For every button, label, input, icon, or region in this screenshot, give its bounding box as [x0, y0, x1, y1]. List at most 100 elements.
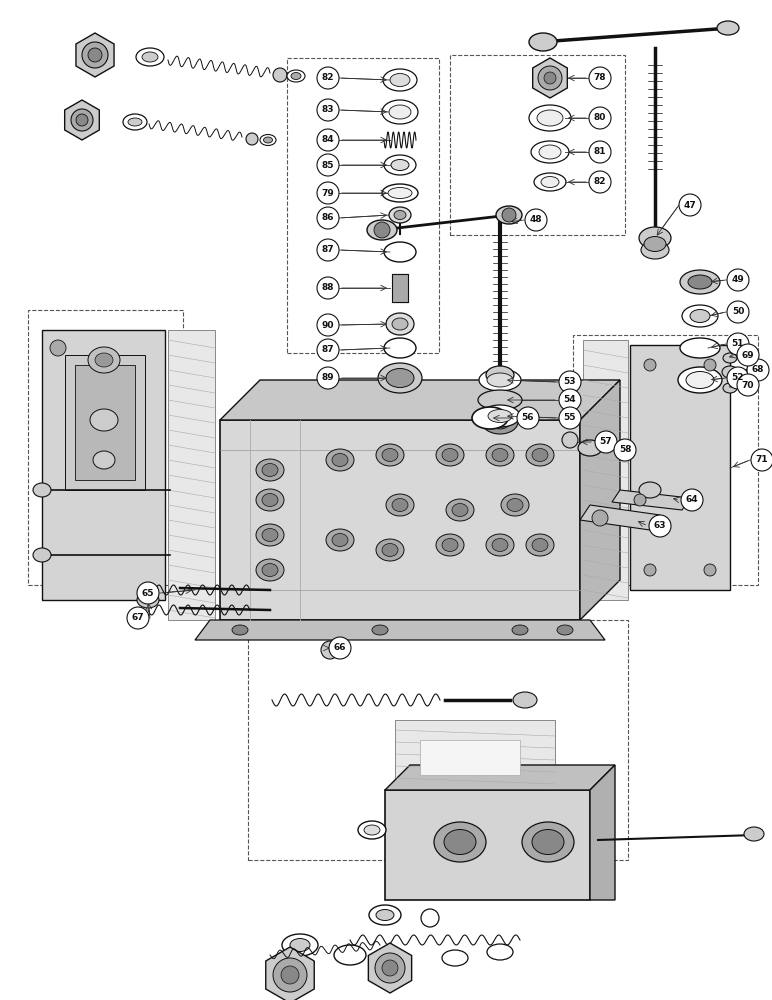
Text: 88: 88: [322, 284, 334, 292]
Circle shape: [614, 439, 636, 461]
Ellipse shape: [639, 227, 671, 249]
Ellipse shape: [644, 236, 666, 251]
Circle shape: [679, 194, 701, 216]
Ellipse shape: [641, 241, 669, 259]
Circle shape: [592, 510, 608, 526]
Ellipse shape: [526, 534, 554, 556]
Circle shape: [317, 339, 339, 361]
Ellipse shape: [287, 70, 305, 82]
Ellipse shape: [384, 155, 416, 175]
Ellipse shape: [282, 934, 318, 956]
Ellipse shape: [384, 338, 416, 358]
Text: 80: 80: [594, 113, 606, 122]
Ellipse shape: [326, 449, 354, 471]
Bar: [573, 335, 758, 585]
Ellipse shape: [382, 448, 398, 462]
Text: 48: 48: [530, 216, 542, 225]
Polygon shape: [168, 330, 215, 620]
Ellipse shape: [532, 538, 548, 552]
Polygon shape: [580, 380, 620, 620]
Circle shape: [589, 67, 611, 89]
Ellipse shape: [262, 464, 278, 477]
Polygon shape: [533, 58, 567, 98]
Ellipse shape: [539, 145, 561, 159]
Circle shape: [317, 67, 339, 89]
Ellipse shape: [479, 369, 521, 391]
Text: 58: 58: [618, 446, 631, 454]
Ellipse shape: [256, 559, 284, 581]
Circle shape: [727, 367, 749, 389]
Circle shape: [727, 333, 749, 355]
Bar: [28, 310, 183, 585]
Circle shape: [538, 66, 562, 90]
Circle shape: [281, 966, 299, 984]
Ellipse shape: [487, 944, 513, 960]
Ellipse shape: [90, 409, 118, 431]
Ellipse shape: [95, 353, 113, 367]
Circle shape: [82, 42, 108, 68]
Circle shape: [321, 641, 339, 659]
Text: 85: 85: [322, 160, 334, 169]
Ellipse shape: [372, 625, 388, 635]
Circle shape: [137, 582, 159, 604]
Text: 69: 69: [742, 351, 754, 360]
Ellipse shape: [256, 524, 284, 546]
Text: 57: 57: [600, 438, 612, 446]
Ellipse shape: [507, 498, 523, 512]
Ellipse shape: [486, 444, 514, 466]
Circle shape: [127, 607, 149, 629]
Polygon shape: [590, 765, 615, 900]
Ellipse shape: [332, 534, 348, 546]
Ellipse shape: [93, 451, 115, 469]
Circle shape: [644, 359, 656, 371]
Circle shape: [589, 141, 611, 163]
Ellipse shape: [263, 137, 273, 143]
Text: 71: 71: [756, 456, 768, 464]
Circle shape: [747, 359, 769, 381]
Text: 47: 47: [684, 200, 696, 210]
Ellipse shape: [639, 482, 661, 498]
Circle shape: [317, 207, 339, 229]
Ellipse shape: [434, 822, 486, 862]
Text: 84: 84: [322, 135, 334, 144]
Circle shape: [273, 68, 287, 82]
Ellipse shape: [262, 528, 278, 542]
Polygon shape: [65, 100, 100, 140]
Ellipse shape: [384, 242, 416, 262]
Circle shape: [559, 389, 581, 411]
Ellipse shape: [723, 353, 737, 363]
Ellipse shape: [382, 544, 398, 556]
Text: 79: 79: [322, 188, 334, 198]
Text: 70: 70: [742, 380, 754, 389]
Ellipse shape: [490, 415, 510, 429]
Ellipse shape: [232, 625, 248, 635]
Ellipse shape: [482, 410, 518, 434]
Circle shape: [559, 407, 581, 429]
Ellipse shape: [717, 21, 739, 35]
Circle shape: [727, 301, 749, 323]
Ellipse shape: [382, 100, 418, 124]
Text: 87: 87: [322, 346, 334, 355]
Ellipse shape: [557, 625, 573, 635]
Ellipse shape: [389, 105, 411, 119]
Circle shape: [681, 489, 703, 511]
Circle shape: [421, 909, 439, 927]
Circle shape: [525, 209, 547, 231]
Polygon shape: [385, 765, 615, 790]
Ellipse shape: [262, 493, 278, 506]
Polygon shape: [266, 947, 314, 1000]
Circle shape: [88, 48, 102, 62]
Ellipse shape: [442, 538, 458, 552]
Ellipse shape: [486, 534, 514, 556]
Text: 54: 54: [564, 395, 577, 404]
Ellipse shape: [382, 184, 418, 202]
Ellipse shape: [472, 407, 508, 429]
Circle shape: [737, 374, 759, 396]
Ellipse shape: [722, 366, 738, 378]
Ellipse shape: [578, 440, 602, 456]
Ellipse shape: [394, 211, 406, 220]
Circle shape: [737, 344, 759, 366]
Ellipse shape: [723, 383, 737, 393]
Ellipse shape: [492, 448, 508, 462]
Ellipse shape: [386, 368, 414, 387]
